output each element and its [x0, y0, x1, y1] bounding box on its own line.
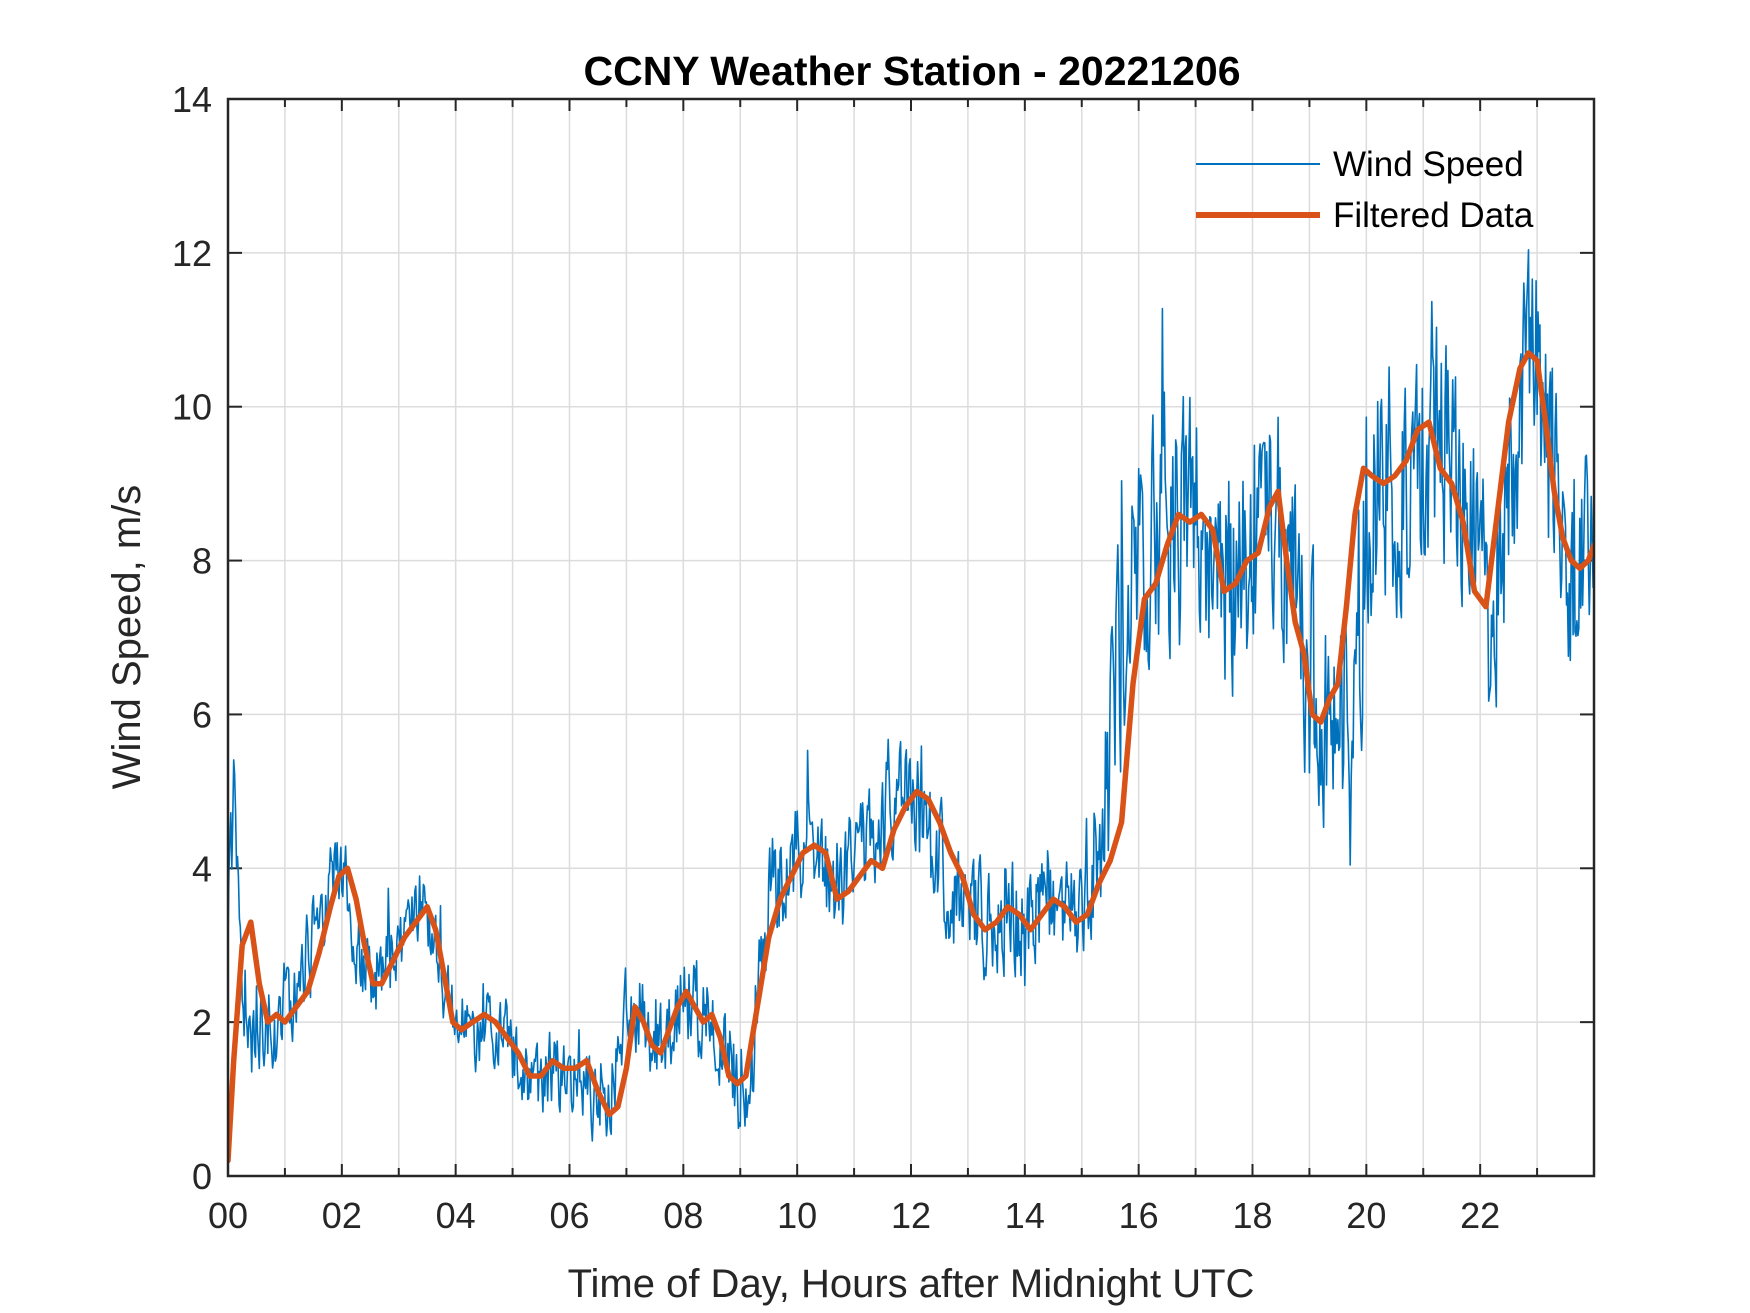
y-axis-title: Wind Speed, m/s [105, 485, 149, 790]
y-tick-label-10: 10 [172, 387, 212, 428]
axis-ticks [228, 99, 1594, 1176]
x-tick-label-16: 16 [1119, 1195, 1159, 1236]
chart-title: CCNY Weather Station - 20221206 [583, 48, 1240, 94]
y-tick-label-2: 2 [192, 1002, 212, 1043]
x-tick-label-02: 02 [322, 1195, 362, 1236]
y-tick-label-0: 0 [192, 1156, 212, 1197]
y-tick-labels: 0 2 4 6 8 10 12 14 [172, 79, 212, 1197]
x-tick-labels: 00 02 04 06 08 10 12 14 16 18 20 22 [208, 1195, 1500, 1236]
y-tick-label-8: 8 [192, 541, 212, 582]
x-tick-label-06: 06 [549, 1195, 589, 1236]
x-tick-label-00: 00 [208, 1195, 248, 1236]
x-tick-label-18: 18 [1232, 1195, 1272, 1236]
x-tick-label-08: 08 [663, 1195, 703, 1236]
x-tick-label-12: 12 [891, 1195, 931, 1236]
x-tick-label-20: 20 [1346, 1195, 1386, 1236]
legend-wind-speed-label: Wind Speed [1333, 145, 1524, 184]
y-tick-label-6: 6 [192, 694, 212, 735]
y-tick-label-4: 4 [192, 848, 212, 889]
legend-filtered-data-label: Filtered Data [1333, 196, 1534, 235]
x-tick-label-04: 04 [436, 1195, 476, 1236]
y-tick-label-14: 14 [172, 79, 212, 120]
x-tick-label-22: 22 [1460, 1195, 1500, 1236]
plot-frame [226, 97, 1596, 1178]
series-layer [228, 249, 1594, 1164]
x-tick-label-14: 14 [1005, 1195, 1045, 1236]
x-axis-title: Time of Day, Hours after Midnight UTC [568, 1262, 1255, 1306]
y-tick-label-12: 12 [172, 233, 212, 274]
series-filtered-data-line [228, 350, 1594, 1164]
x-tick-label-10: 10 [777, 1195, 817, 1236]
legend: Wind Speed Filtered Data [1196, 145, 1534, 235]
